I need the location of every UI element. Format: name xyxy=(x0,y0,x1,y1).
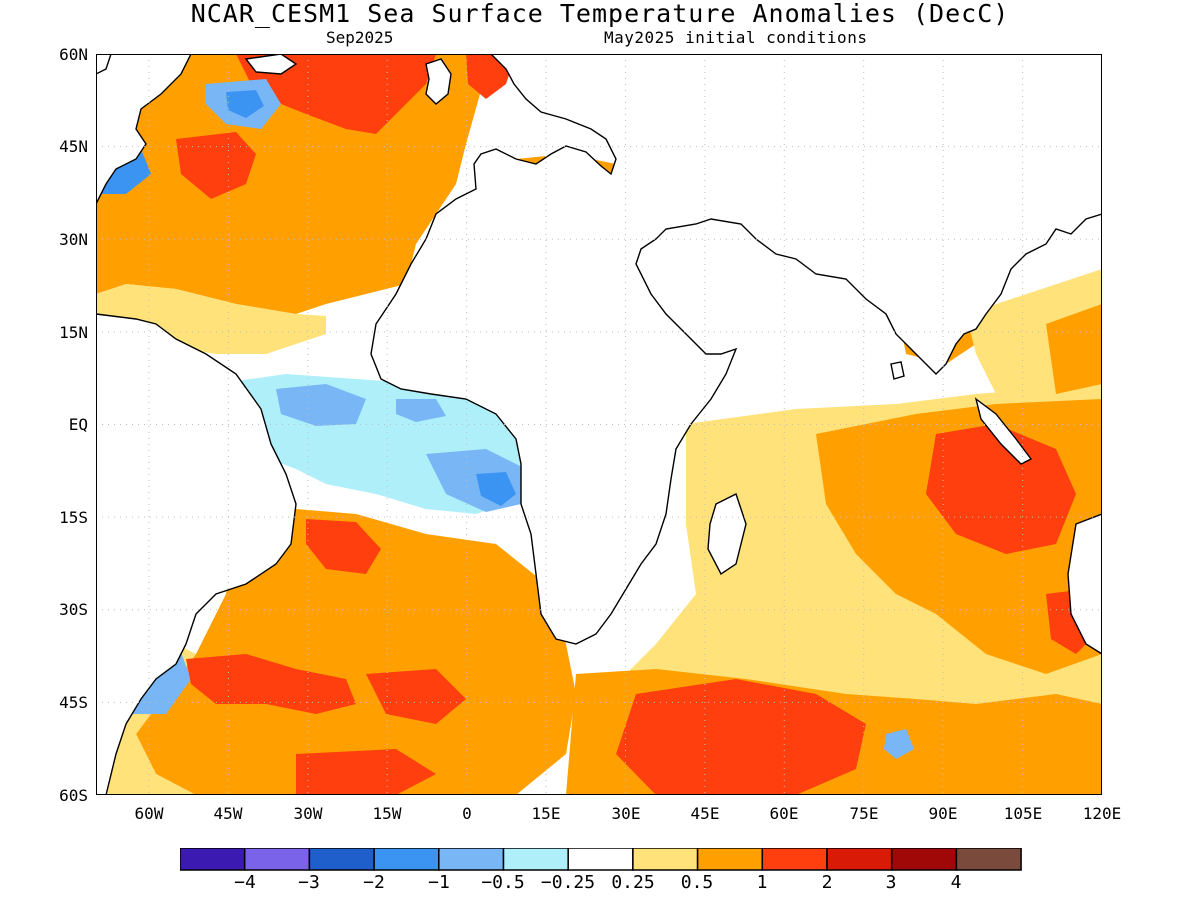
colorbar-swatch xyxy=(955,848,1022,871)
colorbar-swatch xyxy=(502,848,569,871)
x-tick-label: 90E xyxy=(928,804,958,823)
colorbar-label: −0.5 xyxy=(481,872,525,893)
y-tick-label: 30S xyxy=(59,600,88,619)
x-tick-label: 60E xyxy=(769,804,799,823)
anomaly-region-gulf-guinea-cold xyxy=(396,399,446,422)
colorbar-swatch xyxy=(308,848,375,871)
sst-anomaly-map xyxy=(96,54,1102,795)
anomaly-region-sa-south-warm-2 xyxy=(366,669,466,724)
anomaly-region-sa-warm-core xyxy=(306,519,381,574)
colorbar-swatch xyxy=(438,848,505,871)
x-tick-label: 105E xyxy=(1003,804,1043,823)
y-tick-label: 45S xyxy=(59,693,88,712)
anomaly-region-sa-south-warm xyxy=(186,654,356,714)
anomaly-region-indonesia-warm xyxy=(926,424,1076,554)
anomaly-region-west-pacific-warm xyxy=(1046,304,1102,394)
y-tick-label: 15N xyxy=(59,323,88,342)
colorbar-swatch xyxy=(373,848,440,871)
colorbar-swatch xyxy=(632,848,699,871)
colorbar-label: −0.25 xyxy=(540,872,596,893)
land xyxy=(96,54,1102,795)
colorbar-label: 1 xyxy=(756,872,768,893)
land-great-britain xyxy=(425,58,452,105)
colorbar-swatch xyxy=(890,848,958,871)
colorbar-swatch xyxy=(761,848,828,871)
x-tick-label: 15E xyxy=(531,804,561,823)
land-australia xyxy=(1067,513,1102,655)
anomaly-region-kerguelen-cold xyxy=(884,729,914,759)
colorbar-swatch xyxy=(826,848,893,871)
y-tick-label: 30N xyxy=(59,230,88,249)
anomaly-region-southern-indian-core xyxy=(616,679,866,795)
y-tick-label: 60N xyxy=(59,45,88,64)
x-tick-label: 120E xyxy=(1082,804,1122,823)
colorbar-swatch xyxy=(243,848,311,871)
anomaly-region-north-atlantic xyxy=(96,54,491,314)
anomaly-field xyxy=(96,54,1102,795)
anomaly-region-equatorial-cold-west xyxy=(276,384,366,426)
x-tick-label: 30W xyxy=(293,804,323,823)
colorbar-swatch xyxy=(567,848,634,871)
land-south-america xyxy=(96,313,297,795)
x-tick-label: 60W xyxy=(134,804,164,823)
land-madagascar xyxy=(707,493,747,576)
x-tick-label: 45W xyxy=(213,804,243,823)
colorbar-label: 0.25 xyxy=(611,872,655,893)
colorbar-label: 2 xyxy=(821,872,833,893)
anomaly-region-angola-core xyxy=(476,472,516,506)
y-tick-label: EQ xyxy=(68,415,88,434)
land-north-america xyxy=(96,54,192,205)
colorbar-swatch xyxy=(696,848,764,871)
colorbar-label: −4 xyxy=(234,872,256,893)
y-tick-label: 45N xyxy=(59,137,88,156)
land-sri-lanka xyxy=(890,361,905,380)
anomaly-region-newfoundland-warm xyxy=(176,132,256,199)
y-tick-label: 15S xyxy=(59,508,88,527)
x-tick-label: 45E xyxy=(690,804,720,823)
x-tick-label: 75E xyxy=(849,804,879,823)
anomaly-region-subpolar-warm xyxy=(236,54,436,134)
land-sumatra xyxy=(974,397,1033,465)
colorbar-label: 0.5 xyxy=(680,872,714,893)
y-tick-label: 60S xyxy=(59,786,88,805)
anomaly-region-sa-polar-warm xyxy=(296,749,436,795)
initial-conditions: May2025 initial conditions xyxy=(604,28,868,47)
colorbar-label: −2 xyxy=(363,872,385,893)
colorbar-label: −1 xyxy=(428,872,450,893)
colorbar-label: 4 xyxy=(950,872,962,893)
x-tick-label: 30E xyxy=(611,804,641,823)
land-greenland xyxy=(96,54,112,75)
colorbar-label: −3 xyxy=(298,872,320,893)
colorbar xyxy=(180,848,1022,871)
colorbar-swatch xyxy=(180,848,246,871)
x-tick-label: 0 xyxy=(462,804,472,823)
map-frame xyxy=(96,54,1102,795)
colorbar-label: 3 xyxy=(885,872,897,893)
land-africa-eurasia xyxy=(370,54,1102,645)
forecast-month: Sep2025 xyxy=(326,28,394,47)
x-tick-label: 15W xyxy=(372,804,402,823)
map-title: NCAR_CESM1 Sea Surface Temperature Anoma… xyxy=(190,0,1010,28)
anomaly-region-labrador-core xyxy=(226,90,264,118)
